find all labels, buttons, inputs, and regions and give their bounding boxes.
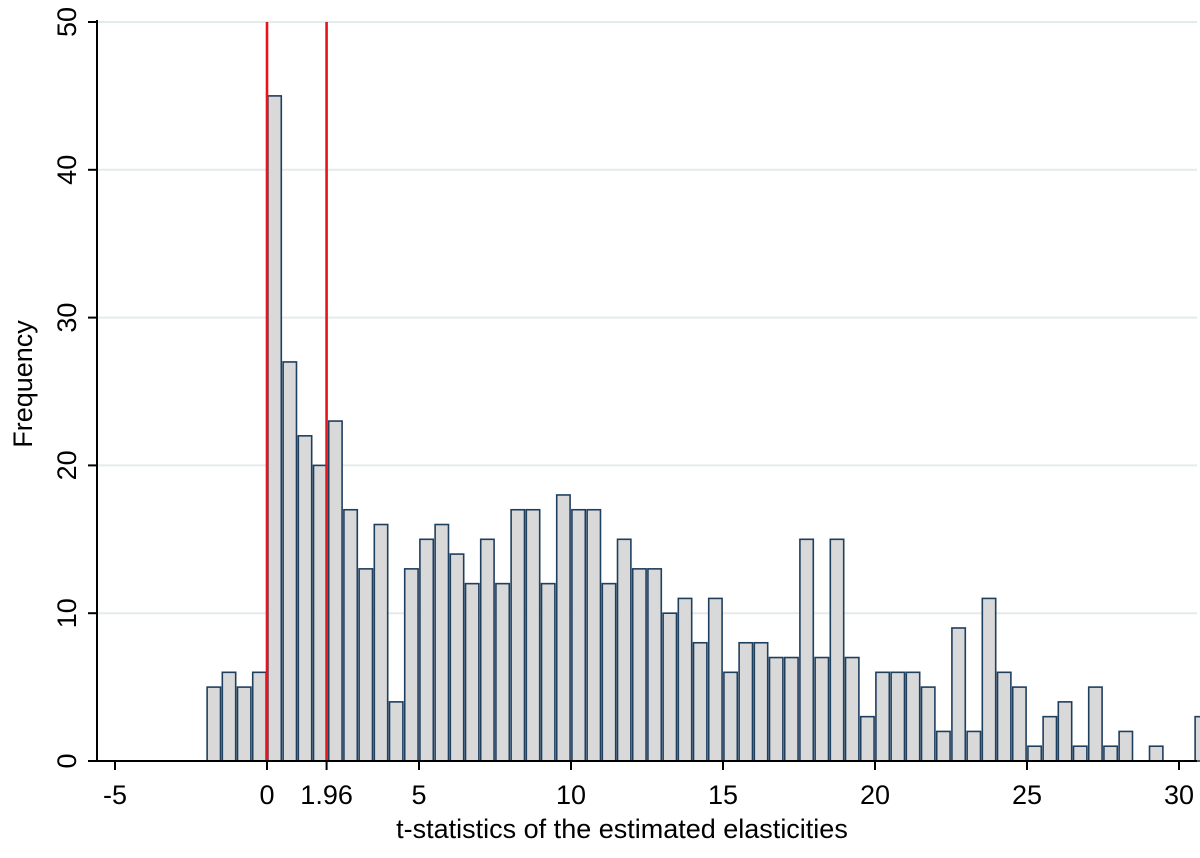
x-axis-title: t-statistics of the estimated elasticiti… bbox=[396, 814, 848, 844]
histogram-bar bbox=[495, 582, 511, 762]
histogram-bar bbox=[1194, 715, 1200, 762]
histogram-bar bbox=[920, 686, 936, 762]
histogram-bar bbox=[555, 494, 571, 762]
histogram-bar bbox=[586, 508, 602, 762]
histogram-bar bbox=[449, 553, 465, 762]
histogram-bar bbox=[935, 730, 951, 762]
histogram-bar bbox=[571, 508, 587, 762]
histogram-bar bbox=[1027, 745, 1043, 762]
histogram-bar bbox=[723, 671, 739, 762]
histogram-bar bbox=[647, 568, 663, 762]
y-axis-title: Frequency bbox=[8, 320, 38, 448]
x-tick-label: 30 bbox=[1164, 780, 1194, 810]
histogram-bar bbox=[996, 671, 1012, 762]
histogram-bar bbox=[1148, 745, 1164, 762]
histogram-bar bbox=[297, 435, 313, 762]
histogram-bar bbox=[282, 361, 298, 762]
histogram-bar bbox=[479, 538, 495, 762]
histogram-bar bbox=[783, 656, 799, 762]
histogram-bar bbox=[616, 538, 632, 762]
histogram-bar bbox=[388, 701, 404, 762]
y-tick-label: 20 bbox=[52, 450, 82, 480]
histogram-bar bbox=[510, 508, 526, 762]
histogram-bar bbox=[951, 627, 967, 762]
y-tick-label: 50 bbox=[52, 7, 82, 37]
x-tick-label: 25 bbox=[1012, 780, 1042, 810]
histogram-bar bbox=[267, 95, 283, 762]
reference-lines bbox=[265, 22, 328, 761]
y-tick-label: 0 bbox=[52, 753, 82, 768]
x-axis-ticks: -5 0 1.96 5 10 15 20 25 30 bbox=[103, 761, 1194, 810]
histogram-bar bbox=[1087, 686, 1103, 762]
histogram-bar bbox=[1042, 715, 1058, 762]
histogram-bar bbox=[251, 671, 267, 762]
histogram-bar bbox=[434, 523, 450, 762]
histogram-bar bbox=[1057, 701, 1073, 762]
y-tick-label: 10 bbox=[52, 598, 82, 628]
histogram-bar bbox=[1011, 686, 1027, 762]
histogram-bar bbox=[1072, 745, 1088, 762]
histogram-bar bbox=[358, 568, 374, 762]
x-tick-label: 1.96 bbox=[300, 780, 353, 810]
histogram-bar bbox=[677, 597, 693, 762]
histogram-bar bbox=[631, 568, 647, 762]
histogram-bar bbox=[540, 582, 556, 762]
histogram-bar bbox=[373, 523, 389, 762]
x-tick-label: 5 bbox=[411, 780, 426, 810]
histogram-bar bbox=[905, 671, 921, 762]
histogram-bar bbox=[601, 582, 617, 762]
histogram-bar bbox=[236, 686, 252, 762]
histogram-bar bbox=[1103, 745, 1119, 762]
x-tick-label: 20 bbox=[860, 780, 890, 810]
histogram-bar bbox=[327, 420, 343, 762]
histogram-bar bbox=[692, 641, 708, 762]
histogram-bar bbox=[753, 641, 769, 762]
histogram-bar bbox=[966, 730, 982, 762]
x-tick-label: 10 bbox=[556, 780, 586, 810]
y-axis-ticks: 0 10 20 30 40 50 bbox=[52, 7, 97, 769]
histogram-bar bbox=[464, 582, 480, 762]
histogram-bar bbox=[221, 671, 237, 762]
histogram-bars bbox=[206, 95, 1200, 762]
histogram-bar bbox=[312, 464, 328, 762]
histogram-bar bbox=[707, 597, 723, 762]
axes bbox=[96, 20, 1197, 762]
histogram-bar bbox=[981, 597, 997, 762]
x-tick-label: 15 bbox=[708, 780, 738, 810]
histogram-bar bbox=[403, 568, 419, 762]
histogram-bar bbox=[859, 715, 875, 762]
gridlines bbox=[97, 21, 1197, 615]
y-tick-label: 40 bbox=[52, 155, 82, 185]
histogram-bar bbox=[844, 656, 860, 762]
histogram-bar bbox=[768, 656, 784, 762]
y-tick-label: 30 bbox=[52, 303, 82, 333]
histogram-bar bbox=[662, 612, 678, 762]
histogram-bar bbox=[1118, 730, 1134, 762]
histogram-bar bbox=[814, 656, 830, 762]
histogram-bar bbox=[206, 686, 222, 762]
histogram-bar bbox=[343, 508, 359, 762]
histogram-bar bbox=[525, 508, 541, 762]
histogram-bar bbox=[829, 538, 845, 762]
x-tick-label: -5 bbox=[103, 780, 127, 810]
histogram-bar bbox=[875, 671, 891, 762]
histogram-bar bbox=[890, 671, 906, 762]
histogram-bar bbox=[419, 538, 435, 762]
histogram-bar bbox=[738, 641, 754, 762]
histogram-bar bbox=[799, 538, 815, 762]
x-tick-label: 0 bbox=[259, 780, 274, 810]
